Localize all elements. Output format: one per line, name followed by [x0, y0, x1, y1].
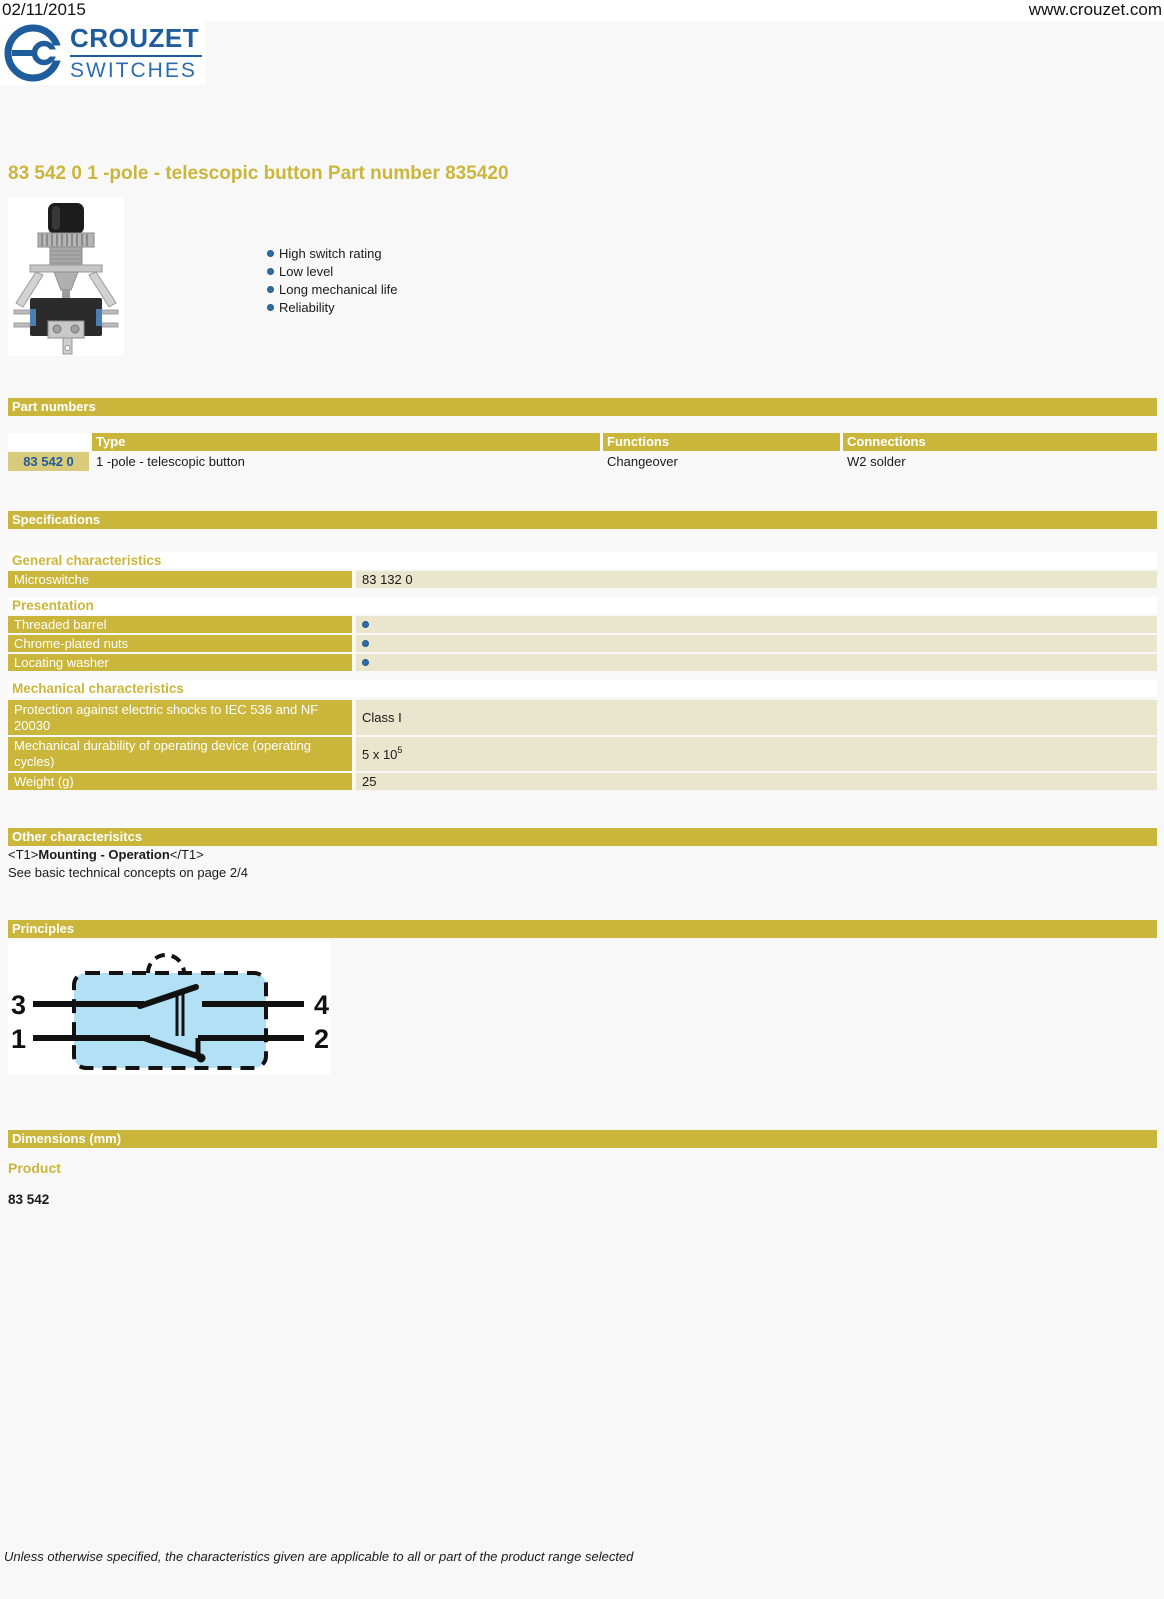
spec-value: Class I: [356, 700, 1157, 735]
feature-item: Low level: [267, 262, 398, 280]
part-connections-cell: W2 solder: [847, 454, 906, 469]
dimensions-product-ref: 83 542: [8, 1192, 50, 1207]
group-heading-presentation: Presentation: [8, 597, 1157, 614]
logo-subtitle: SWITCHES: [70, 59, 197, 82]
spec-row-weight: Weight (g) 25: [8, 773, 1157, 790]
t1-close-tag: </T1>: [169, 847, 204, 862]
bullet-dot-icon: [362, 659, 369, 666]
print-header: 02/11/2015 www.crouzet.com: [0, 0, 1164, 21]
feature-item: Reliability: [267, 298, 398, 316]
bullet-dot-icon: [362, 621, 369, 628]
spec-row-chrome-plated-nuts: Chrome-plated nuts: [8, 635, 1157, 652]
logo-text: CROUZET SWITCHES: [70, 23, 204, 83]
bullet-dot-icon: [267, 267, 274, 275]
product-photo: [8, 197, 124, 356]
group-heading-general: General characteristics: [8, 552, 1157, 569]
terminal-4-label: 4: [314, 990, 329, 1020]
print-date: 02/11/2015: [2, 0, 86, 19]
spec-label: Locating washer: [8, 654, 352, 671]
bullet-dot-icon: [267, 285, 274, 293]
table-header-functions: Functions: [603, 433, 840, 451]
spec-label: Weight (g): [8, 773, 352, 790]
principles-diagram: 3 4 1 2: [8, 940, 330, 1075]
section-header-specifications: Specifications: [8, 511, 1157, 529]
feature-item: High switch rating: [267, 244, 398, 262]
spec-value-base: 5 x 10: [362, 746, 398, 762]
feature-item: Long mechanical life: [267, 280, 398, 298]
section-header-part-numbers: Part numbers: [8, 398, 1157, 416]
crouzet-logo-icon: [4, 24, 63, 82]
logo-divider: [70, 55, 202, 57]
section-header-principles: Principles: [8, 920, 1157, 938]
part-functions-cell: Changeover: [607, 454, 678, 469]
feature-label: High switch rating: [279, 245, 382, 261]
spec-label: Mechanical durability of operating devic…: [8, 737, 352, 771]
section-header-dimensions: Dimensions (mm): [8, 1130, 1157, 1148]
spec-label: Threaded barrel: [8, 616, 352, 633]
feature-label: Reliability: [279, 299, 335, 315]
bullet-dot-icon: [267, 303, 274, 311]
spec-value: 25: [356, 773, 1157, 790]
bullet-dot-icon: [267, 249, 274, 257]
spec-row-threaded-barrel: Threaded barrel: [8, 616, 1157, 633]
section-header-other-characteristics: Other characterisitcs: [8, 828, 1157, 846]
terminal-2-label: 2: [314, 1024, 329, 1054]
feature-label: Low level: [279, 263, 334, 279]
spec-label: Chrome-plated nuts: [8, 635, 352, 652]
feature-list: High switch rating Low level Long mechan…: [267, 244, 398, 316]
logo-brand: CROUZET: [70, 23, 200, 53]
spec-value: 83 132 0: [356, 571, 1157, 588]
group-heading-mechanical: Mechanical characteristics: [8, 680, 1157, 697]
footer-disclaimer: Unless otherwise specified, the characte…: [4, 1549, 634, 1564]
spec-row-microswitch: Microswitche 83 132 0: [8, 571, 1157, 588]
t1-open-tag: <T1>: [8, 847, 39, 862]
site-url: www.crouzet.com: [1028, 0, 1162, 19]
spec-row-locating-washer: Locating washer: [8, 654, 1157, 671]
spec-row-durability: Mechanical durability of operating devic…: [8, 737, 1157, 771]
terminal-3-label: 3: [11, 990, 26, 1020]
mounting-operation-label: Mounting - Operation: [38, 847, 170, 862]
terminal-1-label: 1: [11, 1024, 26, 1054]
part-number-cell: 83 542 0: [8, 452, 89, 471]
table-header-empty: [8, 433, 89, 451]
spec-row-protection: Protection against electric shocks to IE…: [8, 700, 1157, 735]
feature-label: Long mechanical life: [279, 281, 398, 297]
page-title: 83 542 0 1 -pole - telescopic button Par…: [8, 163, 509, 184]
spec-value: [356, 616, 1157, 633]
spec-label: Protection against electric shocks to IE…: [8, 700, 352, 735]
spec-value: 5 x 10 5: [356, 737, 1157, 771]
changeover-schematic: 3 4 1 2: [8, 940, 330, 1075]
mounting-operation-line: <T1>Mounting - Operation</T1>: [8, 847, 204, 862]
part-type-cell: 1 -pole - telescopic button: [96, 454, 245, 469]
crouzet-logo: CROUZET SWITCHES: [0, 21, 206, 85]
dimensions-subtitle: Product: [8, 1160, 61, 1176]
spec-label: Microswitche: [8, 571, 352, 588]
spec-value: [356, 654, 1157, 671]
telescopic-switch-image: [8, 197, 124, 356]
table-header-type: Type: [92, 433, 600, 451]
table-header-connections: Connections: [843, 433, 1157, 451]
bullet-dot-icon: [362, 640, 369, 647]
spec-value: [356, 635, 1157, 652]
technical-concepts-note: See basic technical concepts on page 2/4: [8, 865, 248, 880]
